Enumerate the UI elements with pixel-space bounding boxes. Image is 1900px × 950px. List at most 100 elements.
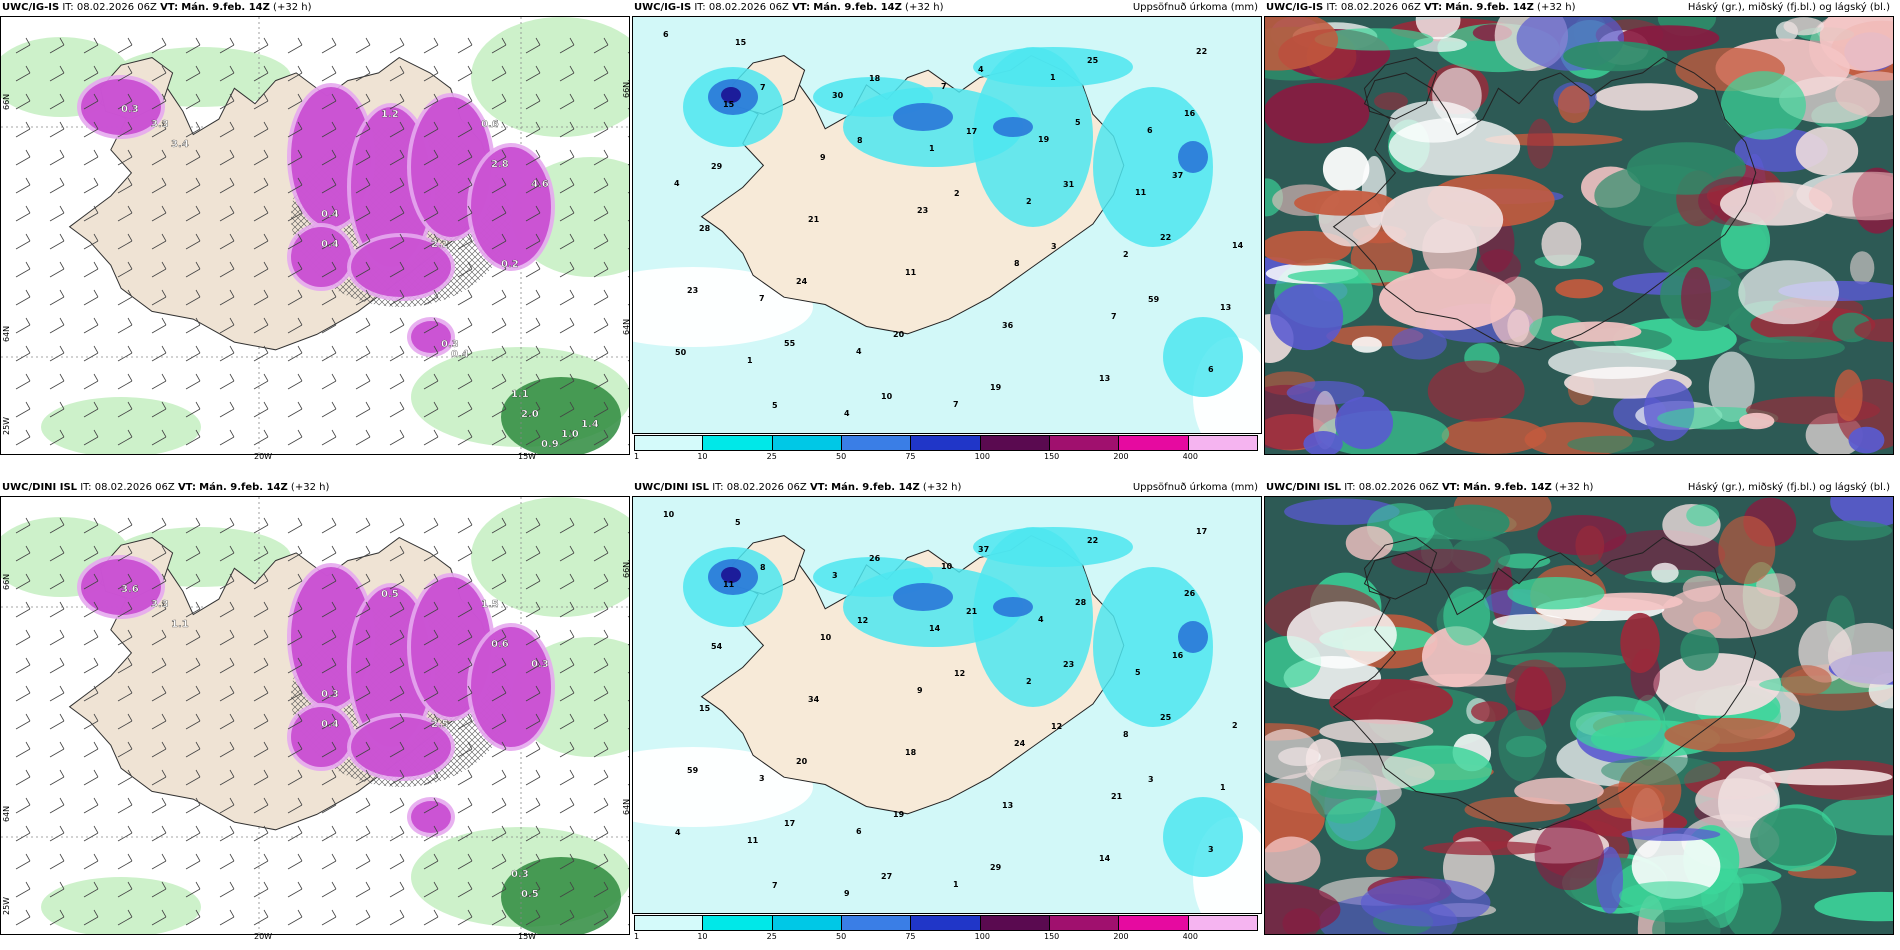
colorbar-label: 1 [634,452,640,461]
wind-barb [185,177,201,194]
wind-barb [151,517,167,534]
wind-barb [49,601,65,618]
wind-barb [593,205,609,222]
wind-barb [355,741,371,758]
map-frame[interactable]: 6 7 8 2 3 59 50 5 18 17 31 22 23 55 10 4 5 37 28 24 20 19 25 16… [632,16,1262,434]
cloud-layer-blob [1270,283,1344,351]
snow-depth-label: 2.0 [521,409,539,420]
cloud-layer-blob [1492,614,1567,631]
wind-barb [219,37,235,54]
precip-value-label: 4 [674,179,680,188]
snow-depth-label: 3.3 [151,599,169,610]
wind-barb [15,233,31,250]
wind-barb [355,713,371,730]
precip-value-label: 9 [917,686,923,695]
wind-barb [185,121,201,138]
precip-value-label: 6 [856,827,862,836]
precip-value-label: 7 [1111,312,1117,321]
precip-10-25 [1093,567,1213,727]
precip-value-label: 6 [663,30,669,39]
wind-barb [185,909,201,926]
wind-barb [219,881,235,898]
colorbar-label: 75 [905,452,916,461]
cloud-layer-blob [1265,729,1319,780]
panel-precip-top: UWC/IG-IS IT: 08.02.2026 06Z VT: Mán. 9.… [632,0,1262,461]
wind-barb [15,149,31,166]
precip-value-label: 22 [1160,233,1171,242]
colorbar-cell [1119,435,1189,451]
wind-barb [457,37,473,54]
precip-value-label: 7 [760,83,766,92]
precip-value-label: 21 [1111,792,1123,801]
wind-barb [457,881,473,898]
wind-barb [423,93,439,110]
wind-barb [15,37,31,54]
cloud-layer-blob [1541,221,1582,267]
wind-barb [423,429,439,446]
wind-barb [83,149,99,166]
colorbar-cell [911,435,981,451]
wind-barb [219,149,235,166]
wind-barb [83,401,99,418]
wind-barb [253,713,269,730]
light-precip-area [471,497,629,617]
panel-header: UWC/DINI ISL IT: 08.02.2026 06Z VT: Mán.… [1266,482,1594,493]
wind-barb [355,373,371,390]
wind-barb [321,713,337,730]
snow-depth-label: 0.4 [451,349,469,360]
snow-depth-label: 0.3 [121,104,139,115]
map-frame[interactable] [1264,496,1894,935]
wind-barb [559,429,575,446]
wind-barb [389,37,405,54]
precip-value-label: 30 [832,91,844,100]
cloud-layer-blob [1596,846,1624,914]
colorbar-cell [911,915,981,931]
wind-barb [15,741,31,758]
colorbar-label: 10 [697,452,708,461]
wind-barb [389,289,405,306]
westfjords-outline [1363,537,1438,600]
wind-barb [423,629,439,646]
map-frame[interactable]: 0.3 3.3 3.4 1.2 0.4 0.6 2.8 4.6 2.2 0.4 1.1 2.0 0.9 1… [0,16,630,455]
wind-barb [117,825,133,842]
precip-max [721,567,741,583]
wind-barb [151,825,167,842]
snow-depth-label: 2.8 [491,159,509,170]
wind-barb [117,429,133,446]
wind-barb [287,881,303,898]
wind-barb [491,601,507,618]
wind-barb [15,121,31,138]
wind-barb [559,797,575,814]
precip-value-label: 12 [954,669,965,678]
wind-barb [559,629,575,646]
precip-value-label: 16 [1172,651,1184,660]
wind-barb [321,149,337,166]
cloud-layer-blob [1563,41,1668,72]
map-frame[interactable] [1264,16,1894,455]
precip-value-label: 8 [1123,730,1129,739]
precip-value-label: 9 [820,153,826,162]
wind-barb [525,261,541,278]
wind-barb [253,797,269,814]
precip-value-label: 3 [1208,845,1214,854]
wind-barb [219,401,235,418]
wind-barb [423,741,439,758]
colorbar-label: 150 [1044,932,1060,941]
precip-value-label: 7 [953,400,959,409]
wind-barb [321,545,337,562]
wind-barb [559,93,575,110]
precip-value-label: 2 [1026,197,1032,206]
map-frame[interactable]: 10 8 12 12 12 3 4 7 26 21 23 25 59 17 27 37 28 16 15 20 19 29… [632,496,1262,914]
wind-barb [49,853,65,870]
wind-barb [559,713,575,730]
wind-barb [457,177,473,194]
wind-barb [253,401,269,418]
wind-barb [321,629,337,646]
cloud-layer-blob [1720,71,1806,140]
map-frame[interactable]: 3.6 3.3 1.1 0.5 0.3 1.5 0.6 0.3 2.5 0.4 0.3 0.5 [0,496,630,935]
wind-barb [253,601,269,618]
wind-barb [253,825,269,842]
colorbar-cell [703,915,773,931]
wind-barb [525,177,541,194]
precip-value-label: 8 [760,563,766,572]
